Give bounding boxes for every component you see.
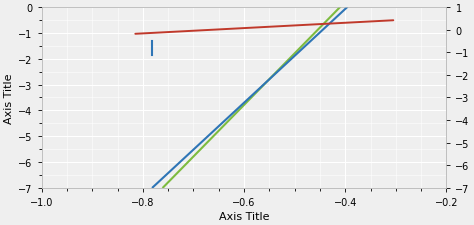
X-axis label: Axis Title: Axis Title — [219, 211, 269, 221]
Y-axis label: Axis Title: Axis Title — [4, 73, 14, 123]
